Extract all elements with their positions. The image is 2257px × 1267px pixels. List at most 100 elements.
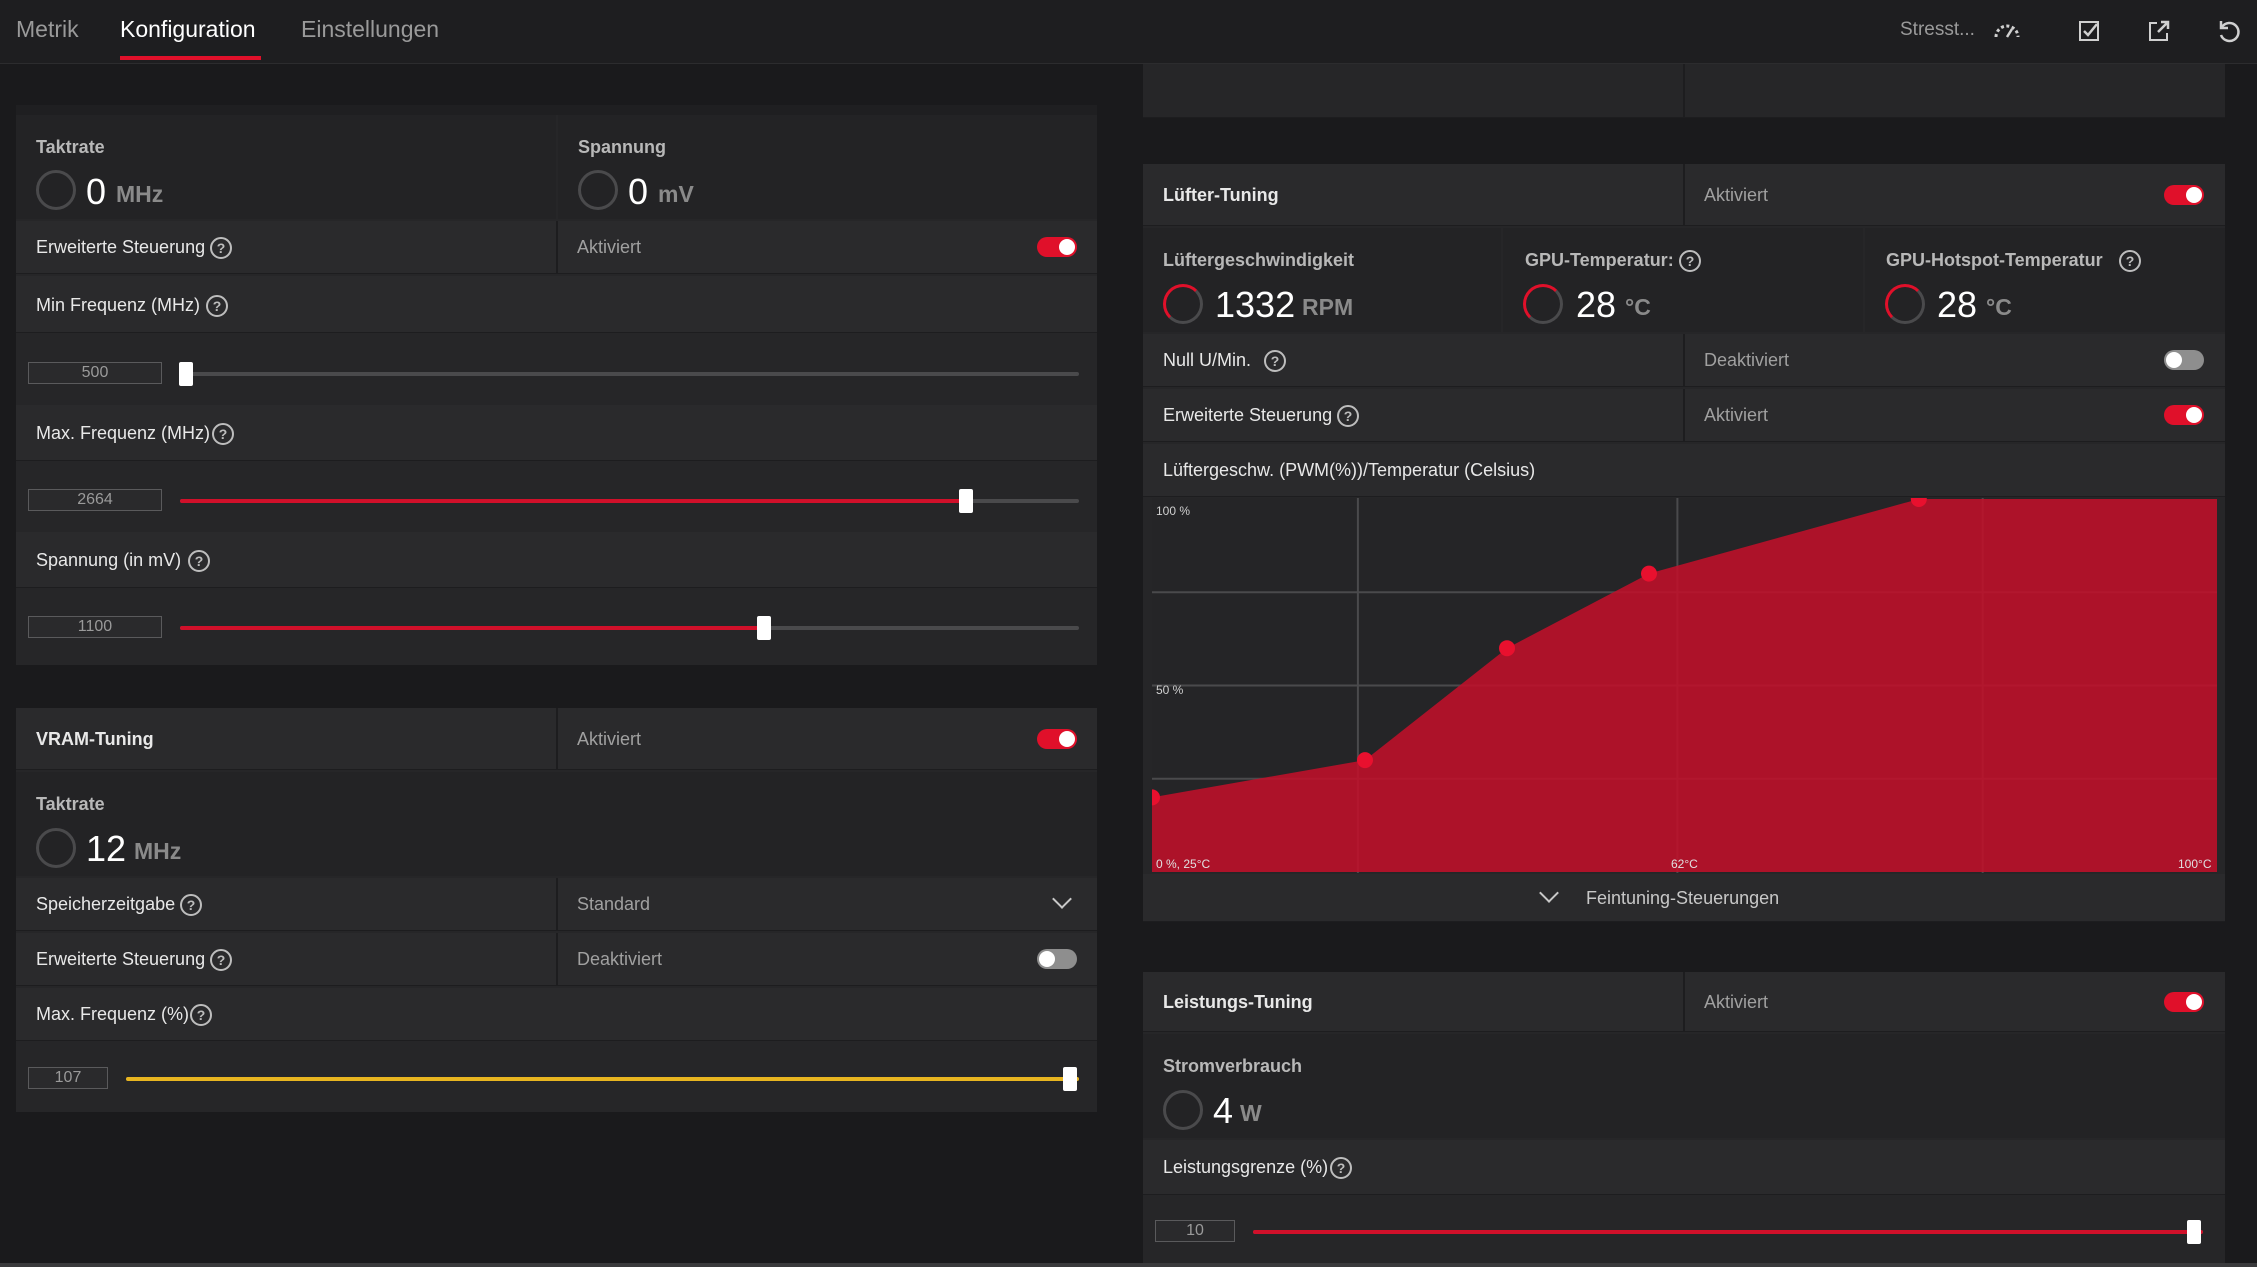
clock-unit: MHz	[116, 181, 164, 207]
voltage-gauge-icon	[578, 170, 618, 210]
export-icon[interactable]	[2143, 15, 2175, 47]
stress-test-button[interactable]: Stresst...	[1900, 19, 1975, 40]
power-limit-slider[interactable]	[1253, 1230, 2203, 1234]
fan-curve-point[interactable]	[1910, 498, 1927, 507]
vram-max-frequency-input[interactable]: 107	[28, 1067, 108, 1089]
fan-curve-title-row: Lüftergeschw. (PWM(%))/Temperatur (Celsi…	[1143, 444, 2225, 497]
save-check-icon[interactable]	[2073, 15, 2105, 47]
hotspot-temp-gauge-icon	[1885, 284, 1925, 324]
bottom-edge	[0, 1263, 2257, 1267]
chevron-down-icon[interactable]	[1539, 883, 1559, 903]
gpu-temp-unit: °C	[1625, 294, 1651, 320]
min-frequency-row: Min Frequenz (MHz) ?	[16, 276, 1097, 333]
fan-curve-point[interactable]	[1357, 752, 1373, 769]
power-gauge-icon	[1163, 1090, 1203, 1130]
fan-tuning-toggle[interactable]	[2164, 185, 2204, 205]
vram-max-frequency-thumb[interactable]	[1063, 1067, 1077, 1091]
help-icon[interactable]: ?	[1679, 250, 1701, 272]
hotspot-temp-metric: GPU-Hotspot-Temperatur ? 28 °C	[1865, 228, 2225, 332]
help-icon[interactable]: ?	[1330, 1157, 1352, 1179]
help-icon[interactable]: ?	[212, 423, 234, 445]
gpu-temp-value: 28	[1576, 284, 1617, 325]
tab-einstellungen[interactable]: Einstellungen	[301, 16, 440, 42]
voltage-metric: Spannung 0 mV	[558, 115, 1097, 219]
fan-tuning-panel: Lüfter-Tuning Aktiviert Lüftergeschwindi…	[1143, 164, 2225, 922]
fan-speed-metric: Lüftergeschwindigkeit 1332 RPM	[1143, 228, 1501, 332]
power-value: 4	[1213, 1090, 1234, 1131]
vram-clock-metric: Taktrate 12 MHz	[16, 772, 1097, 876]
help-icon[interactable]: ?	[2119, 250, 2141, 272]
fan-speed-value: 1332	[1215, 284, 1296, 325]
min-frequency-thumb[interactable]	[179, 362, 193, 386]
x-tick-label-origin: 0 %, 25°C	[1156, 857, 1210, 871]
voltage-value: 0	[628, 171, 649, 212]
max-frequency-slider[interactable]	[180, 499, 1079, 503]
fan-curve-area	[1152, 499, 2217, 872]
voltage-mv-thumb[interactable]	[757, 616, 771, 640]
fan-advanced-toggle[interactable]	[2164, 405, 2204, 425]
voltage-unit: mV	[658, 181, 694, 207]
vram-advanced-control-row: Erweiterte Steuerung ? Deaktiviert	[16, 933, 1097, 986]
gpu-advanced-toggle[interactable]	[1037, 237, 1077, 257]
performance-gauge-icon[interactable]	[1991, 15, 2023, 47]
tab-metrik[interactable]: Metrik	[16, 16, 79, 42]
fan-curve-point[interactable]	[1499, 640, 1515, 657]
y-tick-label-50: 50 %	[1156, 683, 1184, 697]
power-header-row: Leistungs-Tuning Aktiviert	[1143, 972, 2225, 1032]
zero-rpm-row: Null U/Min. ? Deaktiviert	[1143, 334, 2225, 387]
top-nav: Metrik Konfiguration Einstellungen Stres…	[0, 0, 2257, 64]
fan-curve-point[interactable]	[1152, 789, 1160, 806]
tab-konfiguration[interactable]: Konfiguration	[120, 16, 256, 42]
fine-tuning-row[interactable]: Feintuning-Steuerungen	[1143, 874, 2225, 922]
voltage-mv-slider[interactable]	[180, 626, 1079, 630]
voltage-mv-input[interactable]: 1100	[28, 616, 162, 638]
active-tab-indicator	[120, 56, 261, 60]
x-tick-label-62: 62°C	[1671, 857, 1698, 871]
max-frequency-thumb[interactable]	[959, 489, 973, 513]
y-tick-label-100: 100 %	[1156, 504, 1190, 518]
hotspot-temp-value: 28	[1937, 284, 1978, 325]
min-frequency-input[interactable]: 500	[28, 362, 162, 384]
scrollbar[interactable]	[2241, 64, 2257, 1267]
fan-header-row: Lüfter-Tuning Aktiviert	[1143, 164, 2225, 226]
help-icon[interactable]: ?	[210, 949, 232, 971]
fan-speed-unit: RPM	[1302, 294, 1354, 320]
power-tuning-toggle[interactable]	[2164, 992, 2204, 1012]
vram-advanced-toggle[interactable]	[1037, 949, 1077, 969]
memory-timing-select[interactable]: Standard	[577, 894, 651, 914]
min-frequency-slider[interactable]	[180, 372, 1079, 376]
vram-max-frequency-row: Max. Frequenz (%) ?	[16, 988, 1097, 1041]
fan-curve-point[interactable]	[1641, 565, 1657, 582]
help-icon[interactable]: ?	[1337, 405, 1359, 427]
x-tick-label-100: 100°C	[2178, 857, 2212, 871]
gpu-temp-metric: GPU-Temperatur: ? 28 °C	[1503, 228, 1863, 332]
power-tuning-panel: Leistungs-Tuning Aktiviert Stromverbrauc…	[1143, 972, 2225, 1263]
help-icon[interactable]: ?	[210, 237, 232, 259]
cut-off-row	[1143, 64, 2225, 118]
help-icon[interactable]: ?	[206, 295, 228, 317]
gpu-temp-gauge-icon	[1523, 284, 1563, 324]
vram-clock-gauge-icon	[36, 828, 76, 868]
help-icon[interactable]: ?	[190, 1004, 212, 1026]
help-icon[interactable]: ?	[180, 894, 202, 916]
gpu-tuning-panel: Taktrate 0 MHz Spannung 0 mV Erweiterte …	[16, 105, 1097, 665]
help-icon[interactable]: ?	[188, 550, 210, 572]
max-frequency-row: Max. Frequenz (MHz) ?	[16, 405, 1097, 461]
vram-clock-value: 12	[86, 828, 127, 869]
clock-metric: Taktrate 0 MHz	[16, 115, 556, 219]
fan-curve-title: Lüftergeschw. (PWM(%))/Temperatur (Celsi…	[1163, 460, 1536, 480]
reset-icon[interactable]	[2213, 15, 2245, 47]
vram-max-frequency-slider[interactable]	[126, 1077, 1079, 1081]
power-limit-input[interactable]: 10	[1155, 1220, 1235, 1242]
help-icon[interactable]: ?	[1264, 350, 1286, 372]
power-limit-row: Leistungsgrenze (%) ?	[1143, 1140, 2225, 1195]
fine-tuning-label[interactable]: Feintuning-Steuerungen	[1586, 888, 1780, 908]
power-limit-thumb[interactable]	[2187, 1220, 2201, 1244]
fan-curve-chart[interactable]: 100 % 50 % 0 %, 25°C 62°C 100°C	[1152, 498, 2217, 873]
vram-tuning-toggle[interactable]	[1037, 729, 1077, 749]
zero-rpm-toggle[interactable]	[2164, 350, 2204, 370]
memory-timing-row: Speicherzeitgabe ? Standard	[16, 878, 1097, 931]
chevron-down-icon[interactable]	[1052, 889, 1072, 909]
gpu-advanced-control-row: Erweiterte Steuerung ? Aktiviert	[16, 221, 1097, 274]
max-frequency-input[interactable]: 2664	[28, 489, 162, 511]
